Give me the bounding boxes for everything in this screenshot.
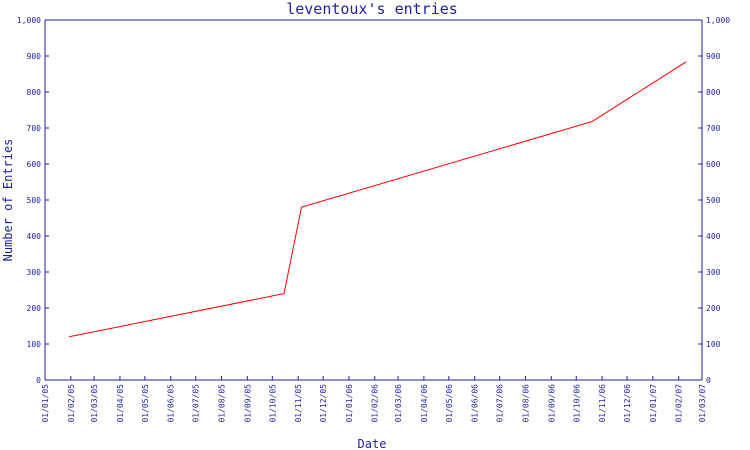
y-axis-label: Number of Entries	[1, 139, 15, 262]
x-tick-label: 01/02/05	[67, 384, 76, 423]
y-tick-label: 200	[27, 304, 42, 313]
y-tick-label: 1,000	[17, 16, 41, 25]
x-tick-label: 01/12/05	[319, 384, 328, 423]
x-tick-label: 01/12/06	[623, 384, 632, 423]
x-tick-label: 01/10/06	[572, 384, 581, 423]
plot-frame	[44, 19, 703, 381]
x-tick-label: 01/03/07	[698, 384, 707, 423]
x-tick-label: 01/01/06	[345, 384, 354, 423]
x-tick-label: 01/06/05	[167, 384, 176, 423]
x-tick-label: 01/06/06	[471, 384, 480, 423]
y-right-tick-label: 0	[706, 376, 711, 385]
x-tick-label: 01/10/05	[268, 384, 277, 423]
y-tick-label: 400	[27, 232, 42, 241]
x-tick-label: 01/03/05	[90, 384, 99, 423]
x-tick-label: 01/03/06	[394, 384, 403, 423]
x-axis-label: Date	[358, 437, 387, 450]
y-tick-label: 0	[36, 376, 41, 385]
x-tick-label: 01/08/05	[218, 384, 227, 423]
x-tick-label: 01/01/07	[649, 384, 658, 423]
x-tick-label: 01/05/05	[141, 384, 150, 423]
entries-line	[69, 61, 687, 338]
x-tick-label: 01/05/06	[445, 384, 454, 423]
x-tick-label: 01/04/05	[116, 384, 125, 423]
x-tick-label: 01/09/05	[243, 384, 252, 423]
x-axis-ticks: 01/01/05 01/02/05 01/03/05 01/04/05 01/05/05…	[41, 376, 707, 423]
x-tick-label: 01/11/06	[598, 384, 607, 423]
x-tick-label: 01/02/06	[371, 384, 380, 423]
series-layer	[69, 61, 687, 338]
x-tick-label: 01/11/05	[294, 384, 303, 423]
y-right-tick-label: 800	[706, 88, 721, 97]
y-right-tick-label: 1,000	[706, 16, 730, 25]
y-tick-label: 300	[27, 268, 42, 277]
x-tick-label: 01/04/06	[420, 384, 429, 423]
chart-title: leventoux's entries	[286, 0, 458, 18]
y-tick-label: 800	[27, 88, 42, 97]
x-tick-label: 01/08/06	[521, 384, 530, 423]
y-tick-label: 900	[27, 52, 42, 61]
x-tick-label: 01/07/05	[192, 384, 201, 423]
y-right-tick-label: 700	[706, 124, 721, 133]
y-right-tick-label: 600	[706, 160, 721, 169]
y-tick-label: 700	[27, 124, 42, 133]
left-axis-ticks: 0 100 200 300 400 500 600 700 800 900 1,000	[17, 16, 49, 385]
y-right-tick-label: 400	[706, 232, 721, 241]
y-right-tick-label: 900	[706, 52, 721, 61]
y-right-tick-label: 200	[706, 304, 721, 313]
y-tick-label: 500	[27, 196, 42, 205]
y-right-tick-label: 300	[706, 268, 721, 277]
x-tick-label: 01/07/06	[496, 384, 505, 423]
y-tick-label: 100	[27, 340, 42, 349]
y-right-tick-label: 500	[706, 196, 721, 205]
right-axis-ticks: 0 100 200 300 400 500 600 700 800 900 1,000	[698, 16, 730, 385]
y-right-tick-label: 100	[706, 340, 721, 349]
x-tick-label: 01/02/07	[675, 384, 684, 423]
x-tick-label: 01/09/06	[547, 384, 556, 423]
y-tick-label: 600	[27, 160, 42, 169]
x-tick-label: 01/01/05	[41, 384, 50, 423]
